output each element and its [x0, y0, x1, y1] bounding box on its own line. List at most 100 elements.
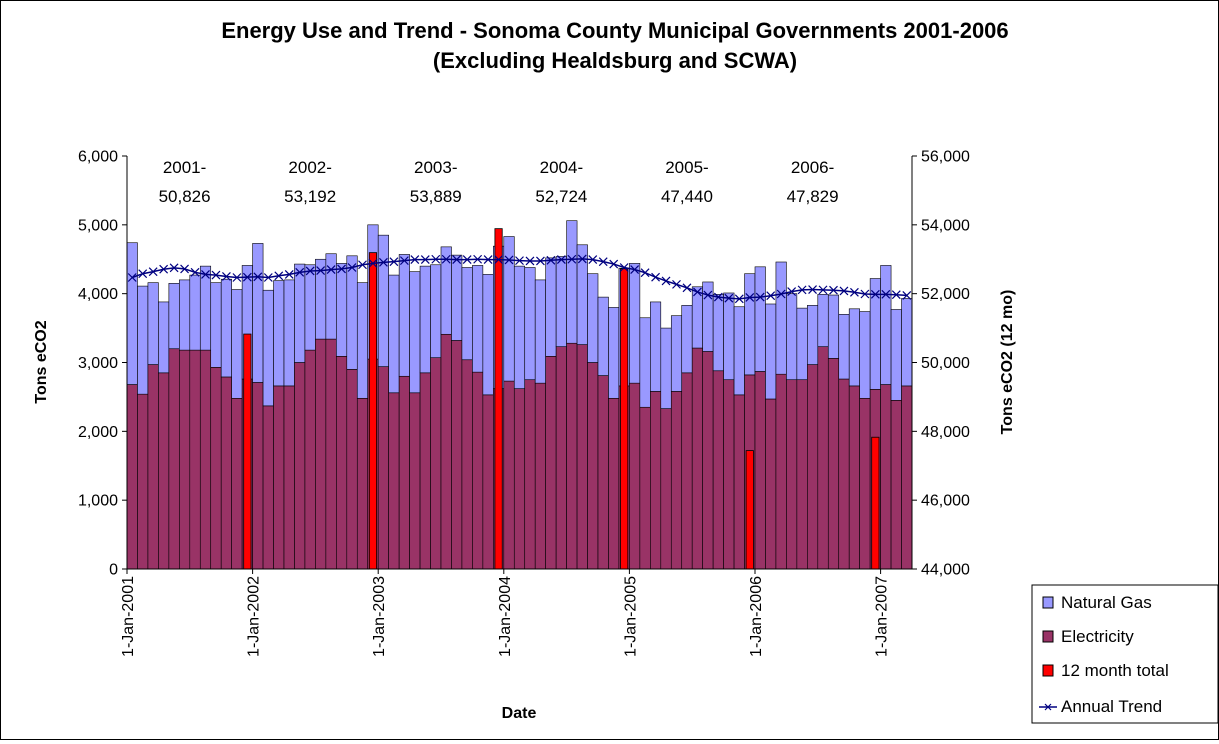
bar-natural-gas: [818, 294, 828, 346]
bar-electricity: [849, 386, 859, 569]
y2-tick-label: 50,000: [921, 355, 970, 372]
bar-electricity: [535, 383, 545, 569]
annotation-total: 53,192: [284, 187, 336, 206]
annotation-year: 2005-: [665, 158, 708, 177]
bar-natural-gas: [724, 293, 734, 380]
bar-electricity: [713, 371, 723, 569]
bar-electricity: [389, 393, 399, 569]
bar-natural-gas: [514, 266, 524, 389]
bar-electricity: [671, 391, 681, 569]
bar-electricity: [514, 389, 524, 569]
bar-electricity: [828, 358, 838, 569]
y-tick-label: 5,000: [78, 217, 118, 234]
bar-natural-gas: [839, 314, 849, 379]
annotation-year: 2004-: [540, 158, 583, 177]
bar-electricity: [629, 383, 639, 569]
bar-electricity: [127, 385, 137, 569]
bar-natural-gas: [629, 263, 639, 383]
bar-electricity: [692, 348, 702, 569]
bar-electricity: [765, 399, 775, 569]
bar-natural-gas: [483, 274, 493, 394]
y2-tick-label: 48,000: [921, 424, 970, 441]
annotation-total: 50,826: [159, 187, 211, 206]
bar-electricity: [431, 358, 441, 569]
bar-natural-gas: [221, 279, 231, 377]
bar-natural-gas: [567, 221, 577, 344]
bar-electricity: [797, 380, 807, 569]
bar-natural-gas: [661, 328, 671, 409]
bar-electricity: [315, 339, 325, 569]
annotation-year: 2003-: [414, 158, 457, 177]
x-tick-label: 1-Jan-2006: [748, 576, 765, 657]
bar-natural-gas: [734, 307, 744, 395]
bar-electricity: [786, 380, 796, 569]
y-tick-label: 1,000: [78, 493, 118, 510]
bar-electricity: [441, 334, 451, 569]
legend-swatch-12-month-total: [1043, 665, 1053, 676]
bar-natural-gas: [211, 283, 221, 368]
annotation-year: 2002-: [288, 158, 331, 177]
bar-natural-gas: [588, 274, 598, 363]
bar-electricity: [326, 339, 336, 569]
bar-natural-gas: [232, 290, 242, 399]
bar-electricity: [462, 360, 472, 569]
bar-electricity: [190, 350, 200, 569]
bar-electricity: [253, 382, 263, 569]
bar-electricity: [661, 409, 671, 569]
bar-12-month-total: [621, 269, 628, 569]
bar-natural-gas: [263, 290, 273, 406]
bar-natural-gas: [891, 310, 901, 401]
annotation-total: 47,440: [661, 187, 713, 206]
bar-electricity: [179, 350, 189, 569]
bar-natural-gas: [336, 263, 346, 356]
bar-electricity: [902, 386, 912, 569]
bar-electricity: [336, 356, 346, 569]
y2-ticks: 44,000 46,000 48,000 50,000 52,000 54,000 56,0…: [912, 149, 970, 579]
legend-label-natural-gas: Natural Gas: [1061, 593, 1152, 612]
bar-electricity: [483, 395, 493, 569]
y-tick-label: 6,000: [78, 149, 118, 166]
bar-electricity: [294, 363, 304, 570]
bar-electricity: [891, 400, 901, 569]
bar-natural-gas: [451, 255, 461, 340]
legend-label-electricity: Electricity: [1061, 627, 1134, 646]
y2-tick-label: 46,000: [921, 493, 970, 510]
bar-natural-gas: [357, 283, 367, 399]
bar-12-month-total: [244, 334, 251, 569]
x-tick-label: 1-Jan-2002: [246, 576, 263, 657]
bar-natural-gas: [525, 268, 535, 380]
bar-natural-gas: [158, 302, 168, 373]
bar-electricity: [274, 386, 284, 569]
bar-natural-gas: [305, 265, 315, 350]
legend-label-annual-trend: Annual Trend: [1061, 697, 1162, 716]
bar-electricity: [588, 363, 598, 570]
x-tick-label: 1-Jan-2004: [497, 576, 514, 657]
bar-electricity: [420, 373, 430, 569]
bar-electricity: [200, 350, 210, 569]
bar-natural-gas: [640, 318, 650, 407]
bar-natural-gas: [797, 308, 807, 380]
x-tick-label: 1-Jan-2003: [371, 576, 388, 657]
bar-natural-gas: [849, 309, 859, 386]
bar-electricity: [410, 393, 420, 569]
y2-tick-label: 54,000: [921, 217, 970, 234]
bar-natural-gas: [556, 257, 566, 347]
bar-natural-gas: [902, 298, 912, 385]
bar-natural-gas: [860, 312, 870, 399]
bar-natural-gas: [389, 275, 399, 393]
bar-electricity: [525, 380, 535, 569]
bar-natural-gas: [671, 316, 681, 392]
bar-natural-gas: [608, 307, 618, 398]
bar-natural-gas: [274, 281, 284, 386]
bar-natural-gas: [462, 268, 472, 360]
legend: Natural Gas Electricity 12 month total A…: [1032, 585, 1218, 723]
y2-tick-label: 56,000: [921, 149, 970, 166]
bar-natural-gas: [776, 262, 786, 374]
y-tick-label: 0: [109, 562, 118, 579]
bar-12-month-total: [369, 253, 376, 569]
x-axis-label: Date: [502, 705, 537, 722]
bar-electricity: [567, 343, 577, 569]
bar-12-month-total: [746, 451, 753, 569]
bar-natural-gas: [253, 243, 263, 382]
